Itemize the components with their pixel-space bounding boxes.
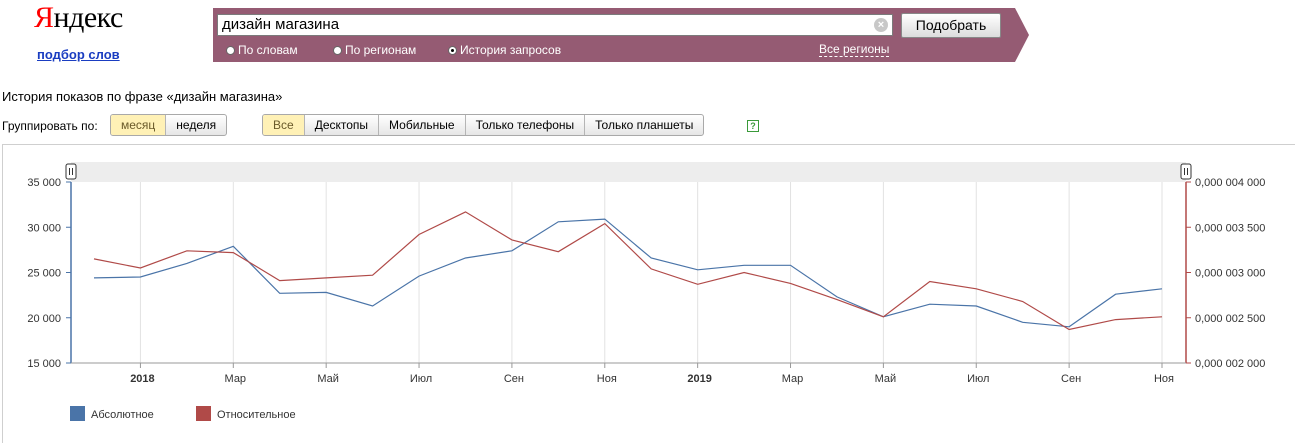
x-tick-label: Июл [967, 373, 989, 385]
clear-icon[interactable]: × [874, 18, 888, 32]
grouping-label: Группировать по: [2, 119, 98, 133]
x-tick-label: Ноя [597, 373, 617, 385]
grouping-switch: месяц неделя [110, 114, 228, 136]
grouping-week[interactable]: неделя [165, 115, 226, 135]
series-line-absolute[interactable] [93, 218, 1163, 328]
page-title: История показов по фразе «дизайн магазин… [2, 89, 283, 104]
search-panel-arrow [1015, 8, 1029, 62]
all-regions-link[interactable]: Все регионы [819, 42, 890, 57]
mode-regions[interactable]: По регионам [333, 43, 416, 57]
device-phones[interactable]: Только телефоны [464, 115, 585, 135]
wordstat-link[interactable]: подбор слов [37, 47, 120, 62]
series-line-relative[interactable] [93, 211, 1163, 331]
radio-icon[interactable] [226, 45, 235, 55]
mode-label: По регионам [345, 43, 417, 57]
x-tick-label: Май [317, 373, 339, 385]
y-right-tick-label: 0,000 002 500 [1195, 313, 1265, 325]
y-right-tick-label: 0,000 004 000 [1195, 177, 1265, 189]
device-desktop[interactable]: Десктопы [303, 115, 378, 135]
y-left-tick-label: 25 000 [27, 268, 61, 280]
range-handle-right[interactable] [1180, 163, 1192, 180]
device-switch: Все Десктопы Мобильные Только телефоны Т… [262, 114, 705, 136]
legend-swatch [70, 406, 85, 421]
mode-label: История запросов [460, 43, 562, 57]
device-all[interactable]: Все [263, 115, 304, 135]
x-tick-label: Сен [1061, 373, 1081, 385]
y-right-tick-label: 0,000 002 000 [1195, 358, 1265, 370]
device-tablets[interactable]: Только планшеты [584, 115, 703, 135]
x-tick-label: Мар [782, 373, 804, 385]
x-tick-label: Ноя [1154, 373, 1174, 385]
yandex-logo[interactable]: Яндекс [34, 2, 123, 34]
grouping-month[interactable]: месяц [111, 115, 166, 135]
mode-label: По словам [238, 43, 298, 57]
x-tick-label: Июл [410, 373, 432, 385]
legend-item[interactable]: Относительное [196, 406, 296, 421]
help-icon[interactable]: ? [747, 120, 759, 132]
y-left-tick-label: 15 000 [27, 358, 61, 370]
legend-swatch [196, 406, 211, 421]
legend-label: Относительное [217, 409, 296, 421]
range-navigator[interactable] [71, 162, 1186, 182]
y-left-tick-label: 20 000 [27, 313, 61, 325]
y-left-tick-label: 30 000 [27, 222, 61, 234]
x-tick-label: Май [875, 373, 897, 385]
legend-item[interactable]: Абсолютное [70, 406, 154, 421]
submit-button[interactable]: Подобрать [901, 13, 1001, 38]
y-right-tick-label: 0,000 003 000 [1195, 268, 1265, 280]
x-tick-label: Мар [225, 373, 247, 385]
search-input[interactable]: дизайн магазина [217, 14, 893, 36]
legend-label: Абсолютное [91, 409, 154, 421]
device-mobile[interactable]: Мобильные [378, 115, 465, 135]
range-handle-left[interactable] [65, 163, 77, 180]
x-tick-label: 2018 [130, 373, 154, 385]
y-left-tick-label: 35 000 [27, 177, 61, 189]
mode-words[interactable]: По словам [226, 43, 298, 57]
radio-checked-icon[interactable] [448, 45, 457, 55]
x-tick-label: Сен [504, 373, 524, 385]
mode-history[interactable]: История запросов [448, 43, 561, 57]
x-tick-label: 2019 [687, 373, 711, 385]
radio-icon[interactable] [333, 45, 342, 55]
y-right-tick-label: 0,000 003 500 [1195, 222, 1265, 234]
chart-frame [2, 144, 1295, 443]
logo-first-letter: Я [34, 1, 54, 34]
logo-rest: ндекс [53, 1, 124, 34]
